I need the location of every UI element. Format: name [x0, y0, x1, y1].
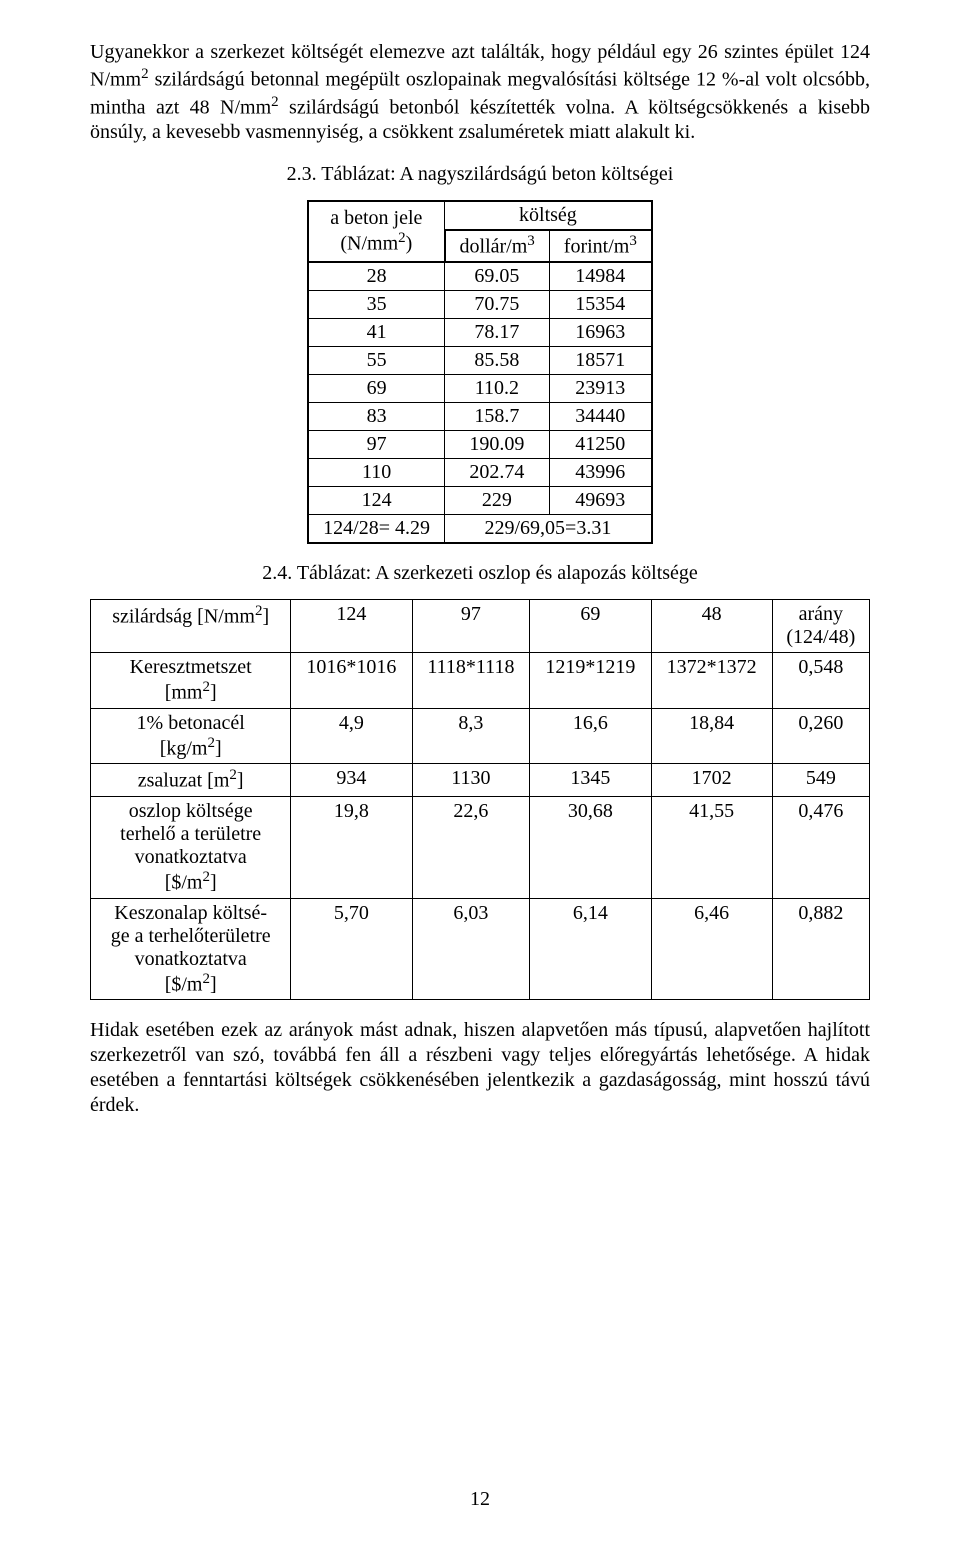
t23-cell: 41	[308, 318, 444, 346]
table-row: 35 70.75 15354	[308, 290, 652, 318]
table-row: oszlop költségeterhelő a területrevonatk…	[91, 796, 870, 898]
t23-cell: 15354	[549, 290, 652, 318]
table-2-3: a beton jele(N/mm2) költség dollár/m3 fo…	[307, 200, 653, 544]
paragraph-2: Hidak esetében ezek az arányok mást adna…	[90, 1018, 870, 1118]
t24-row-label: oszlop költségeterhelő a területrevonatk…	[91, 796, 291, 898]
t24-cell: 1345	[530, 764, 651, 797]
t24-cell: 6,46	[651, 898, 772, 1000]
table-2-3-caption: 2.3. Táblázat: A nagyszilárdságú beton k…	[90, 163, 870, 186]
t23-cell: 35	[308, 290, 444, 318]
t23-cell: 18571	[549, 346, 652, 374]
t23-cell: 69.05	[445, 262, 550, 291]
table-row: 110 202.74 43996	[308, 458, 652, 486]
t24-row-label: Keresztmetszet[mm2]	[91, 652, 291, 708]
t24-cell: 1016*1016	[291, 652, 412, 708]
t23-cell: 229	[445, 486, 550, 514]
t24-cell: 0,548	[772, 652, 869, 708]
t24-cell: 8,3	[412, 708, 530, 764]
table-row: 1% betonacél[kg/m2] 4,9 8,3 16,6 18,84 0…	[91, 708, 870, 764]
t24-cell: 41,55	[651, 796, 772, 898]
paragraph-1: Ugyanekkor a szerkezet költségét elemezv…	[90, 40, 870, 145]
t24-cell: 0,260	[772, 708, 869, 764]
t24-cell: 30,68	[530, 796, 651, 898]
t24-cell: 18,84	[651, 708, 772, 764]
t24-cell: 6,03	[412, 898, 530, 1000]
t24-cell: 0,476	[772, 796, 869, 898]
t24-cell: 1219*1219	[530, 652, 651, 708]
t23-cell: 97	[308, 430, 444, 458]
t23-cell: 83	[308, 402, 444, 430]
t24-cell: 6,14	[530, 898, 651, 1000]
t24-header-left: szilárdság [N/mm2]	[91, 599, 291, 652]
t24-cell: 22,6	[412, 796, 530, 898]
t24-cell: 0,882	[772, 898, 869, 1000]
t23-cell: 70.75	[445, 290, 550, 318]
t23-cell: 41250	[549, 430, 652, 458]
t23-header-koltseg: költség	[445, 201, 652, 230]
t23-cell: 202.74	[445, 458, 550, 486]
t23-cell: 124/28= 4.29	[308, 514, 444, 543]
t23-cell: 43996	[549, 458, 652, 486]
t24-cell: 19,8	[291, 796, 412, 898]
table-row: 41 78.17 16963	[308, 318, 652, 346]
table-row: 55 85.58 18571	[308, 346, 652, 374]
t24-header-col: 124	[291, 599, 412, 652]
table-row: 97 190.09 41250	[308, 430, 652, 458]
t24-row-label: Keszonalap költsé-ge a terhelőterületrev…	[91, 898, 291, 1000]
page-number: 12	[0, 1488, 960, 1511]
table-row: 83 158.7 34440	[308, 402, 652, 430]
table-row: 69 110.2 23913	[308, 374, 652, 402]
t23-cell: 23913	[549, 374, 652, 402]
table-row: Keszonalap költsé-ge a terhelőterületrev…	[91, 898, 870, 1000]
t24-cell: 16,6	[530, 708, 651, 764]
table-row: 124 229 49693	[308, 486, 652, 514]
t24-cell: 1130	[412, 764, 530, 797]
t23-cell: 34440	[549, 402, 652, 430]
t24-header-col: 48	[651, 599, 772, 652]
t23-cell: 190.09	[445, 430, 550, 458]
table-row: 124/28= 4.29 229/69,05=3.31	[308, 514, 652, 543]
t23-header-forint: forint/m3	[549, 230, 652, 262]
t24-header-col: 69	[530, 599, 651, 652]
t23-cell: 69	[308, 374, 444, 402]
t23-cell: 55	[308, 346, 444, 374]
t24-cell: 934	[291, 764, 412, 797]
t23-cell: 124	[308, 486, 444, 514]
t24-cell: 5,70	[291, 898, 412, 1000]
t23-cell: 49693	[549, 486, 652, 514]
table-row: zsaluzat [m2] 934 1130 1345 1702 549	[91, 764, 870, 797]
t23-cell: 14984	[549, 262, 652, 291]
t23-cell: 110.2	[445, 374, 550, 402]
t23-cell: 110	[308, 458, 444, 486]
t24-row-label: zsaluzat [m2]	[91, 764, 291, 797]
table-row: 28 69.05 14984	[308, 262, 652, 291]
t24-cell: 1702	[651, 764, 772, 797]
t24-cell: 549	[772, 764, 869, 797]
t23-cell: 16963	[549, 318, 652, 346]
t24-cell: 1118*1118	[412, 652, 530, 708]
t23-cell: 85.58	[445, 346, 550, 374]
t24-cell: 4,9	[291, 708, 412, 764]
table-row: Keresztmetszet[mm2] 1016*1016 1118*1118 …	[91, 652, 870, 708]
t23-cell: 28	[308, 262, 444, 291]
t24-cell: 1372*1372	[651, 652, 772, 708]
t23-cell: 78.17	[445, 318, 550, 346]
table-2-4: szilárdság [N/mm2] 124 97 69 48 arány(12…	[90, 599, 870, 1000]
table-2-4-caption: 2.4. Táblázat: A szerkezeti oszlop és al…	[90, 562, 870, 585]
t24-row-label: 1% betonacél[kg/m2]	[91, 708, 291, 764]
table-row: szilárdság [N/mm2] 124 97 69 48 arány(12…	[91, 599, 870, 652]
t23-header-beton: a beton jele(N/mm2)	[308, 201, 444, 262]
t23-header-dollar: dollár/m3	[445, 230, 550, 262]
t23-cell: 158.7	[445, 402, 550, 430]
t24-header-right: arány(124/48)	[772, 599, 869, 652]
document-page: Ugyanekkor a szerkezet költségét elemezv…	[0, 0, 960, 1541]
t23-cell: 229/69,05=3.31	[445, 514, 652, 543]
t24-header-col: 97	[412, 599, 530, 652]
